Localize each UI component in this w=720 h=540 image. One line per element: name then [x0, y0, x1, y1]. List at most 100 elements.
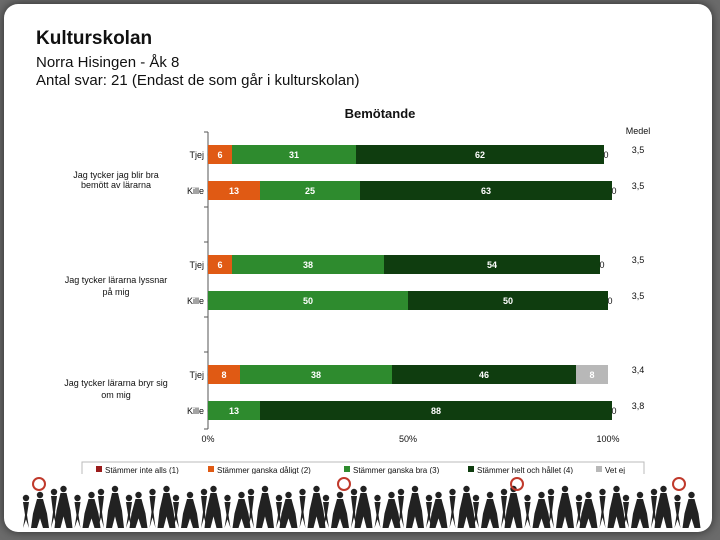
legend-item: Stämmer ganska dåligt (2)	[217, 466, 311, 474]
bar-segment	[232, 255, 384, 274]
bar-value-label: 6	[217, 150, 222, 160]
bar-segment	[208, 291, 408, 310]
legend-swatch	[468, 466, 474, 472]
person-silhouette-icon	[279, 491, 298, 528]
person-silhouette-icon	[504, 485, 523, 528]
person-silhouette-icon	[631, 491, 649, 528]
person-silhouette-icon	[331, 491, 349, 528]
row-label-tjej: Tjej	[189, 260, 204, 270]
chart-title: Bemötande	[345, 106, 416, 121]
legend-item: Stämmer inte alls (1)	[105, 466, 179, 474]
mean-value: 3,8	[632, 401, 645, 411]
mean-value: 3,5	[632, 145, 645, 155]
mean-value: 3,5	[632, 181, 645, 191]
person-silhouette-icon	[481, 491, 499, 528]
bar-value-label: 0	[607, 296, 612, 306]
person-silhouette-icon	[129, 491, 148, 528]
bar-segment	[392, 365, 576, 384]
slide: Kulturskolan Norra Hisingen - Åk 8 Antal…	[4, 4, 712, 532]
question-label: Jag tycker lärarna lyssnar	[65, 275, 168, 285]
person-silhouette-icon	[354, 485, 373, 528]
person-silhouette-icon	[524, 494, 531, 528]
row-label-kille: Kille	[187, 296, 204, 306]
bar-value-label: 31	[289, 150, 299, 160]
mean-column-header: Medel	[626, 126, 651, 136]
bar-value-label: 38	[303, 260, 313, 270]
bar-segment	[208, 145, 232, 164]
person-silhouette-icon	[224, 494, 231, 528]
row-label-tjej: Tjej	[189, 370, 204, 380]
person-silhouette-icon	[157, 485, 176, 528]
person-silhouette-icon	[181, 491, 199, 528]
person-silhouette-icon	[97, 488, 105, 528]
legend-item: Stämmer ganska bra (3)	[353, 466, 440, 474]
person-silhouette-icon	[74, 494, 81, 528]
mean-value: 3,5	[632, 255, 645, 265]
legend-item: Vet ej	[605, 466, 625, 474]
person-silhouette-icon	[374, 494, 381, 528]
person-silhouette-icon	[204, 485, 223, 528]
legend-swatch	[344, 466, 350, 472]
person-silhouette-icon	[82, 491, 101, 528]
person-silhouette-icon	[607, 485, 626, 528]
person-silhouette-icon	[579, 491, 598, 528]
bar-value-label: 8	[221, 370, 226, 380]
page-title: Kulturskolan	[36, 28, 153, 49]
bar-segment	[240, 365, 392, 384]
person-silhouette-icon	[232, 491, 251, 528]
bar-value-label: 13	[229, 186, 239, 196]
person-silhouette-icon	[22, 494, 30, 528]
bar-segment	[576, 365, 608, 384]
x-tick-label: 0%	[201, 434, 214, 444]
person-silhouette-icon	[472, 494, 480, 528]
person-silhouette-icon	[54, 485, 73, 528]
bar-value-label: 0	[599, 260, 604, 270]
person-silhouette-icon	[307, 485, 326, 528]
bar-value-label: 88	[431, 406, 441, 416]
person-silhouette-icon	[406, 485, 424, 528]
legend-box	[81, 461, 645, 474]
question-label: Jag tycker jag blir bra	[73, 170, 159, 180]
legend-item: Stämmer helt och hållet (4)	[477, 466, 573, 474]
person-silhouette-icon	[106, 485, 124, 528]
bar-segment	[360, 181, 612, 200]
person-silhouette-icon	[682, 491, 701, 528]
person-silhouette-icon	[457, 485, 476, 528]
bar-segment	[356, 145, 604, 164]
person-silhouette-icon	[429, 491, 448, 528]
person-silhouette-icon	[654, 485, 673, 528]
crowd-silhouette-decoration	[22, 477, 701, 528]
bar-segment	[408, 291, 608, 310]
bar-segment	[208, 181, 260, 200]
question-label: Jag tycker lärarna bryr sig	[64, 378, 168, 388]
row-label-kille: Kille	[187, 186, 204, 196]
person-silhouette-icon	[622, 494, 630, 528]
target-ring-icon	[32, 477, 46, 491]
page-subtitle-school: Norra Hisingen - Åk 8	[36, 54, 180, 71]
row-label-tjej: Tjej	[189, 150, 204, 160]
person-silhouette-icon	[449, 488, 456, 528]
legend-swatch	[96, 466, 102, 472]
bar-value-label: 46	[479, 370, 489, 380]
bar-segment	[260, 181, 360, 200]
bar-segment	[208, 365, 240, 384]
bar-value-label: 8	[589, 370, 594, 380]
bar-value-label: 6	[217, 260, 222, 270]
bar-segment	[384, 255, 600, 274]
person-silhouette-icon	[674, 494, 681, 528]
target-ring-icon	[337, 477, 351, 491]
x-tick-label: 50%	[399, 434, 417, 444]
person-silhouette-icon	[149, 488, 156, 528]
mean-value: 3,4	[632, 365, 645, 375]
bar-value-label: 0	[603, 150, 608, 160]
person-silhouette-icon	[172, 494, 180, 528]
bar-segment	[232, 145, 356, 164]
person-silhouette-icon	[382, 491, 401, 528]
person-silhouette-icon	[547, 488, 555, 528]
bar-value-label: 54	[487, 260, 497, 270]
bar-value-label: 50	[303, 296, 313, 306]
question-label: bemött av lärarna	[81, 180, 151, 190]
bar-segment	[208, 255, 232, 274]
bar-value-label: 0	[611, 186, 616, 196]
question-label: på mig	[102, 287, 129, 297]
